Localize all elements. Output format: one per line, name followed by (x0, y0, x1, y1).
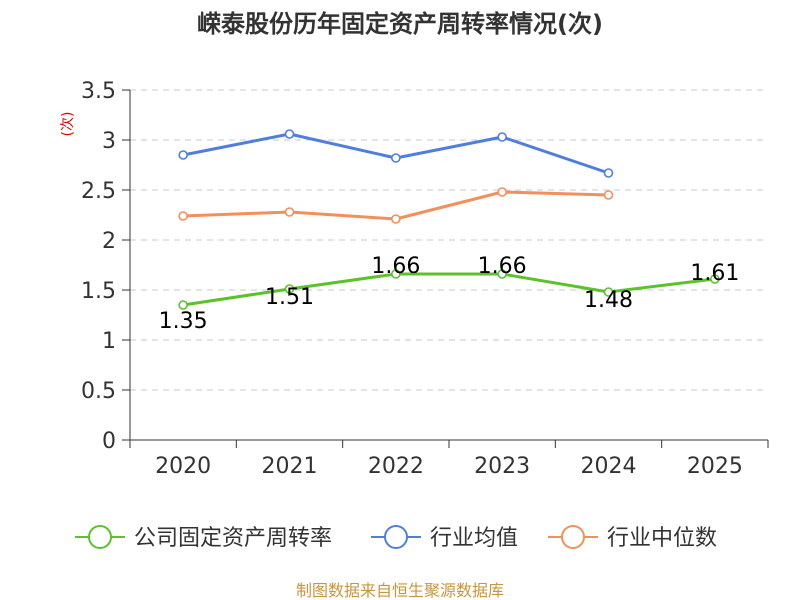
data-point (178, 300, 188, 310)
y-tick-label: 0.5 (81, 379, 116, 404)
x-tick-label: 2023 (474, 454, 530, 479)
y-axis-unit-label: (次) (60, 112, 76, 137)
y-tick-label: 0 (102, 429, 116, 454)
legend-swatch-marker (88, 525, 112, 549)
series-0 (178, 269, 720, 310)
data-point (497, 132, 507, 142)
series-2 (178, 187, 614, 224)
axes: 0 0.5 1 1.5 2 2.5 3 3.5 2020 2021 2022 2023 2024 2025 (81, 79, 769, 479)
y-tick-label: 3.5 (81, 79, 116, 104)
data-point (710, 274, 720, 284)
source-note: 制图数据来自恒生聚源数据库 (296, 581, 504, 600)
y-tick-label: 1.5 (81, 279, 116, 304)
legend-label: 公司固定资产周转率 (134, 526, 332, 551)
data-point (178, 150, 188, 160)
series-1 (178, 129, 614, 178)
data-point (497, 269, 507, 279)
data-point (391, 269, 401, 279)
x-tick-label: 2024 (581, 454, 637, 479)
data-label: 1.66 (478, 254, 527, 279)
data-label: 1.61 (690, 261, 739, 286)
chart-title: 嵘泰股份历年固定资产周转率情况(次) (197, 10, 603, 38)
y-tick-label: 1 (102, 329, 116, 354)
data-point (178, 211, 188, 221)
y-tick-label: 2.5 (81, 179, 116, 204)
y-tick-label: 2 (102, 229, 116, 254)
series-layer (178, 129, 720, 310)
y-tick-label: 3 (102, 129, 116, 154)
legend-swatch-marker (384, 525, 408, 549)
x-tick-label: 2025 (687, 454, 743, 479)
data-labels-layer: 1.35 1.51 1.66 1.66 1.48 1.61 (159, 254, 740, 334)
legend-item-1: 行业均值 (371, 525, 518, 551)
legend: 公司固定资产周转率 行业均值 行业中位数 (75, 525, 717, 551)
data-point (603, 168, 614, 178)
data-point (391, 214, 401, 224)
x-tick-label: 2021 (262, 454, 318, 479)
data-point (603, 190, 614, 200)
data-point (284, 129, 295, 139)
legend-swatch-marker (561, 525, 585, 549)
data-point (603, 287, 614, 297)
data-label: 1.51 (265, 285, 314, 310)
data-point (284, 284, 295, 294)
data-point (391, 153, 401, 163)
legend-label: 行业中位数 (607, 526, 717, 551)
legend-item-0: 公司固定资产周转率 (75, 525, 332, 551)
series-line (182, 272, 716, 307)
data-point (284, 207, 295, 217)
data-label: 1.35 (159, 309, 208, 334)
grid-lines (130, 89, 768, 391)
x-tick-label: 2020 (155, 454, 211, 479)
data-label: 1.66 (371, 254, 420, 279)
legend-label: 行业均值 (430, 526, 518, 551)
data-label: 1.48 (584, 288, 633, 313)
data-point (497, 187, 507, 197)
legend-item-2: 行业中位数 (548, 525, 717, 551)
x-tick-label: 2022 (368, 454, 424, 479)
